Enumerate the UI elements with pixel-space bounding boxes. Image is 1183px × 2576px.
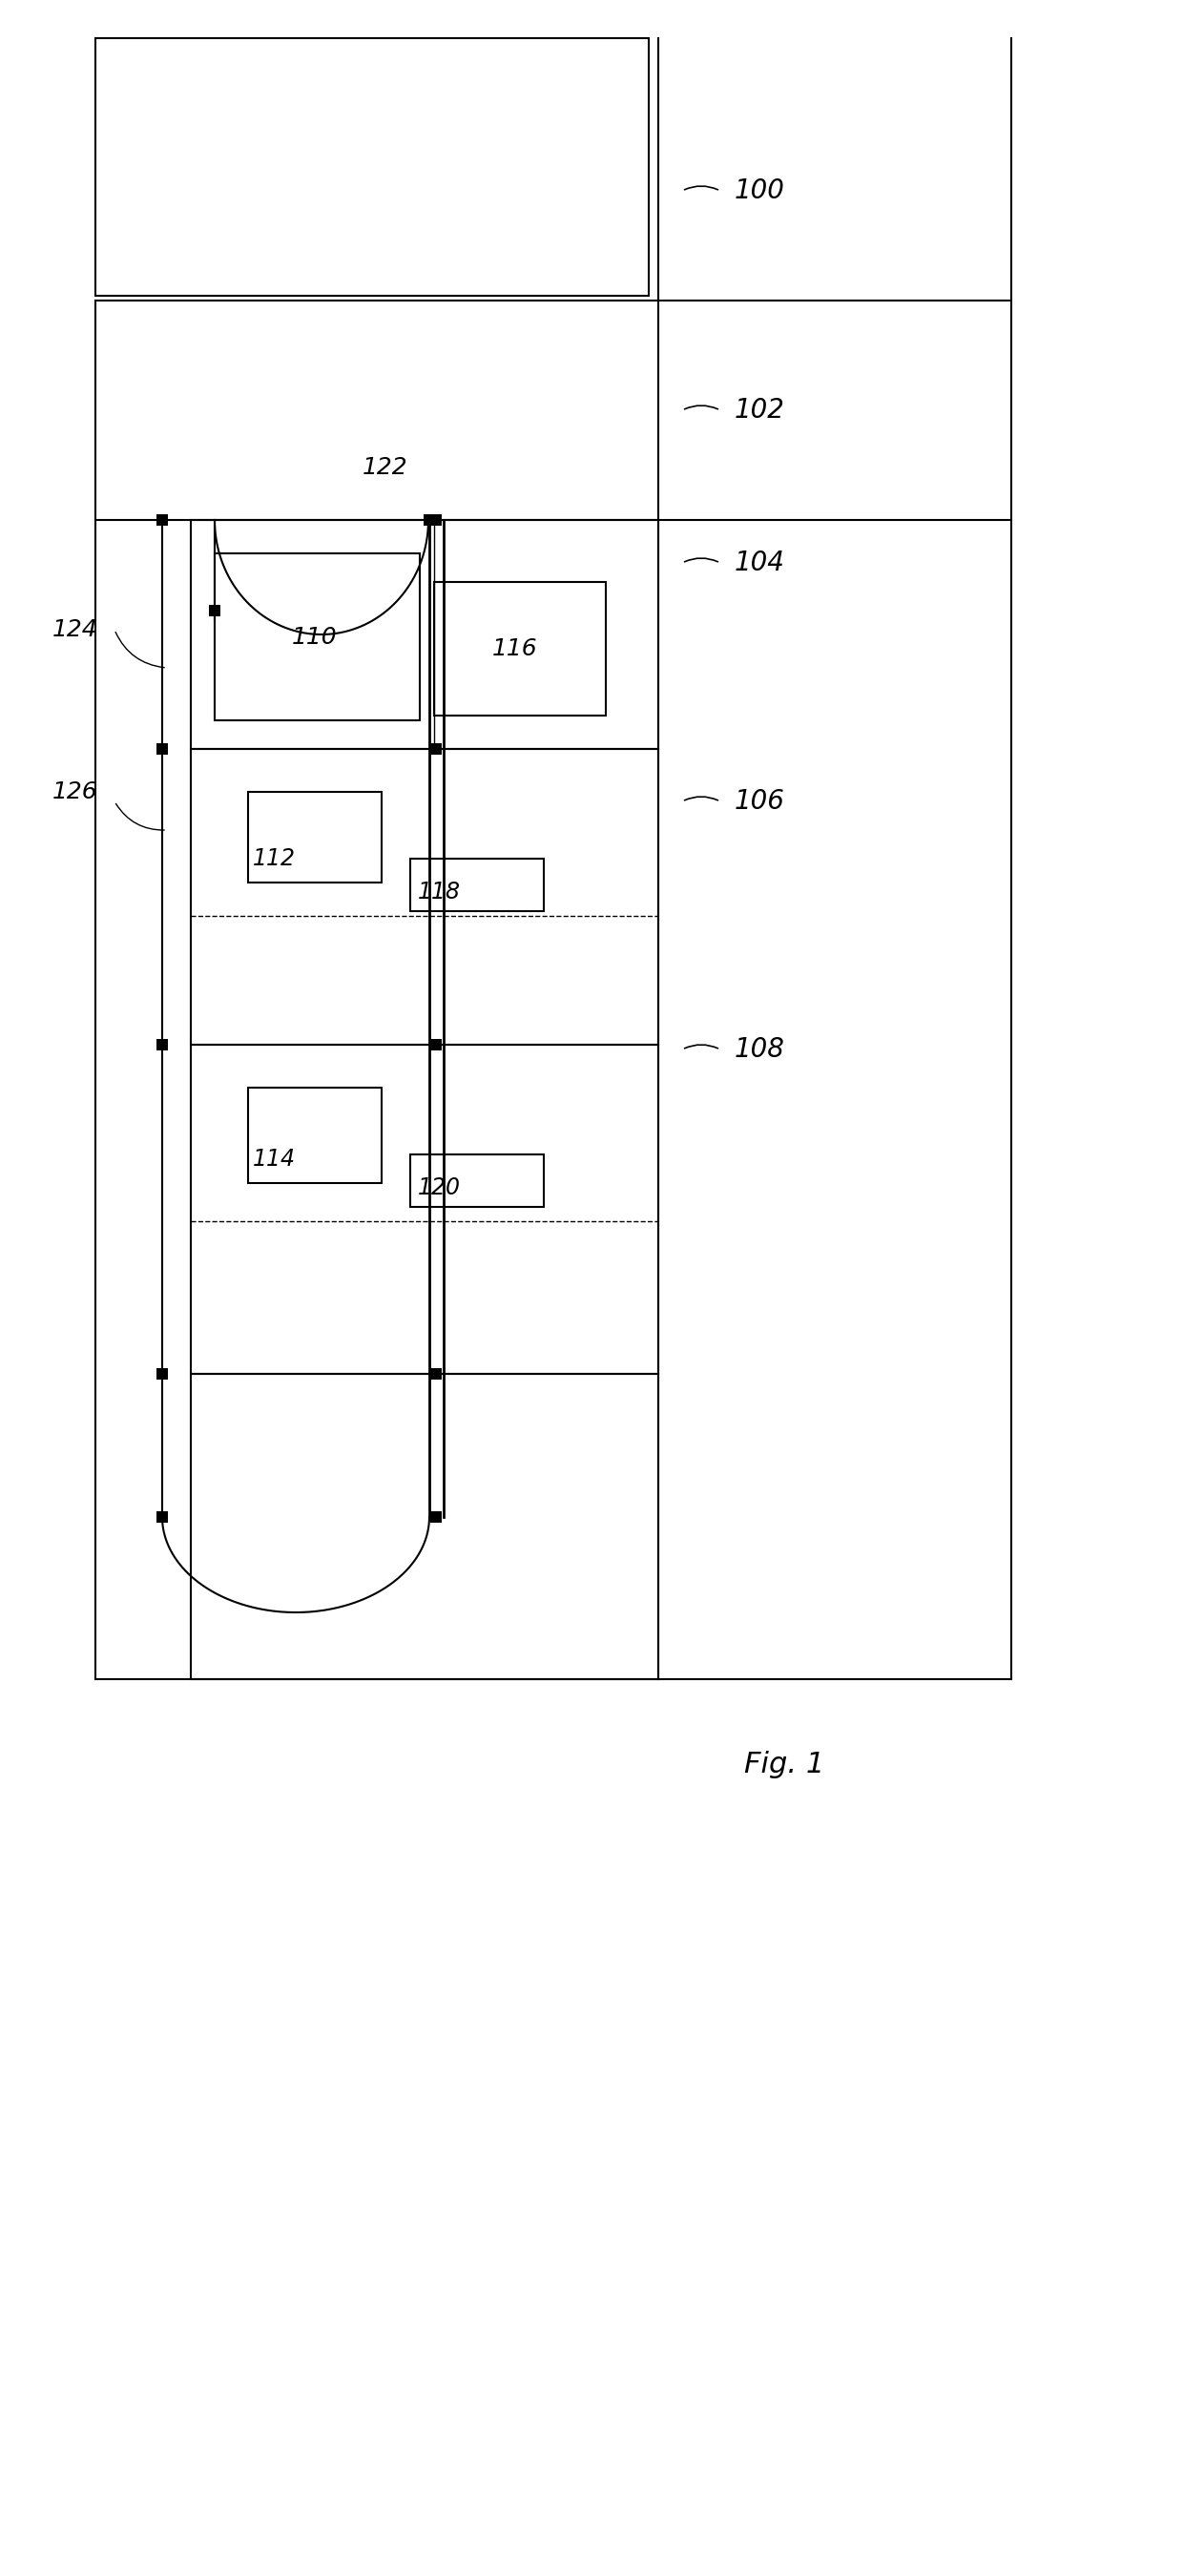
Text: 112: 112 <box>253 848 296 871</box>
Bar <box>156 1038 168 1051</box>
Text: 106: 106 <box>735 788 786 814</box>
Bar <box>209 605 220 616</box>
Text: 126: 126 <box>52 781 98 804</box>
Bar <box>248 791 382 884</box>
Bar <box>156 1368 168 1381</box>
Text: 120: 120 <box>418 1177 461 1200</box>
Bar <box>190 750 658 1046</box>
Text: 108: 108 <box>735 1036 786 1064</box>
Text: Fig. 1: Fig. 1 <box>744 1752 825 1780</box>
Bar <box>431 1512 441 1522</box>
Bar <box>431 744 441 755</box>
Text: 116: 116 <box>492 636 538 659</box>
Bar <box>190 1046 658 1373</box>
Bar <box>434 582 606 716</box>
Bar <box>431 1368 441 1381</box>
Text: 114: 114 <box>253 1149 296 1170</box>
Bar <box>411 858 544 912</box>
Bar <box>190 1373 658 1680</box>
Text: 110: 110 <box>292 626 337 649</box>
Bar <box>431 515 441 526</box>
Text: 104: 104 <box>735 549 786 577</box>
Text: 118: 118 <box>418 881 461 904</box>
Bar <box>156 515 168 526</box>
Bar <box>96 39 648 296</box>
Bar <box>411 1154 544 1208</box>
Bar <box>156 744 168 755</box>
Bar <box>424 515 435 526</box>
Text: 122: 122 <box>362 456 408 479</box>
Bar <box>431 1038 441 1051</box>
Bar <box>156 1512 168 1522</box>
Bar <box>214 554 420 721</box>
Text: 100: 100 <box>735 178 786 204</box>
Text: 102: 102 <box>735 397 786 422</box>
Text: 124: 124 <box>52 618 98 641</box>
Bar <box>190 520 658 750</box>
Bar <box>248 1087 382 1182</box>
